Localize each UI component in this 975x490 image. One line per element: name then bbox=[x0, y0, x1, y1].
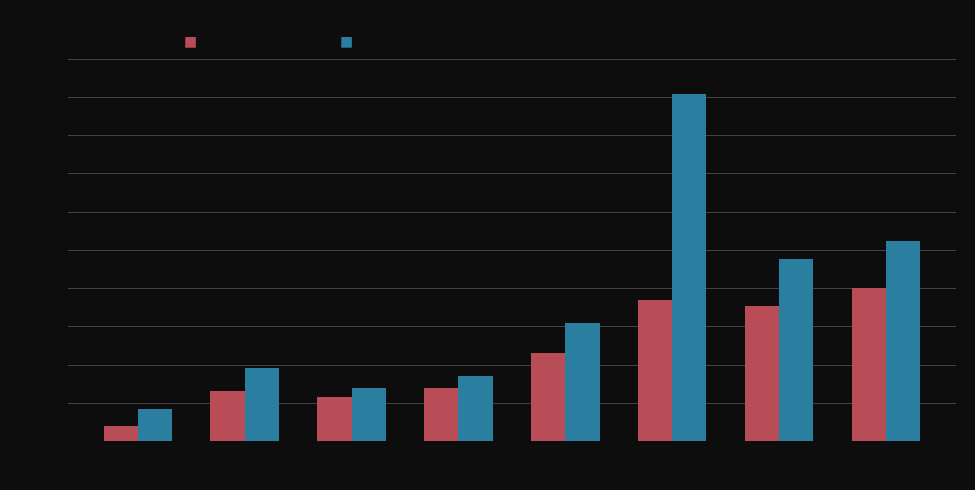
Bar bbox=[103, 426, 137, 441]
Text: ■: ■ bbox=[339, 35, 353, 49]
Bar bbox=[566, 323, 600, 441]
Bar bbox=[245, 368, 279, 441]
Bar bbox=[458, 376, 492, 441]
Bar bbox=[211, 391, 245, 441]
Text: ■: ■ bbox=[183, 35, 197, 49]
Bar bbox=[424, 388, 458, 441]
Bar bbox=[352, 388, 386, 441]
Bar bbox=[672, 94, 707, 441]
Bar bbox=[137, 409, 172, 441]
Bar bbox=[317, 397, 352, 441]
Bar bbox=[886, 241, 920, 441]
Bar bbox=[638, 300, 672, 441]
Bar bbox=[531, 353, 565, 441]
Bar bbox=[745, 306, 779, 441]
Bar bbox=[852, 288, 886, 441]
Bar bbox=[779, 259, 813, 441]
